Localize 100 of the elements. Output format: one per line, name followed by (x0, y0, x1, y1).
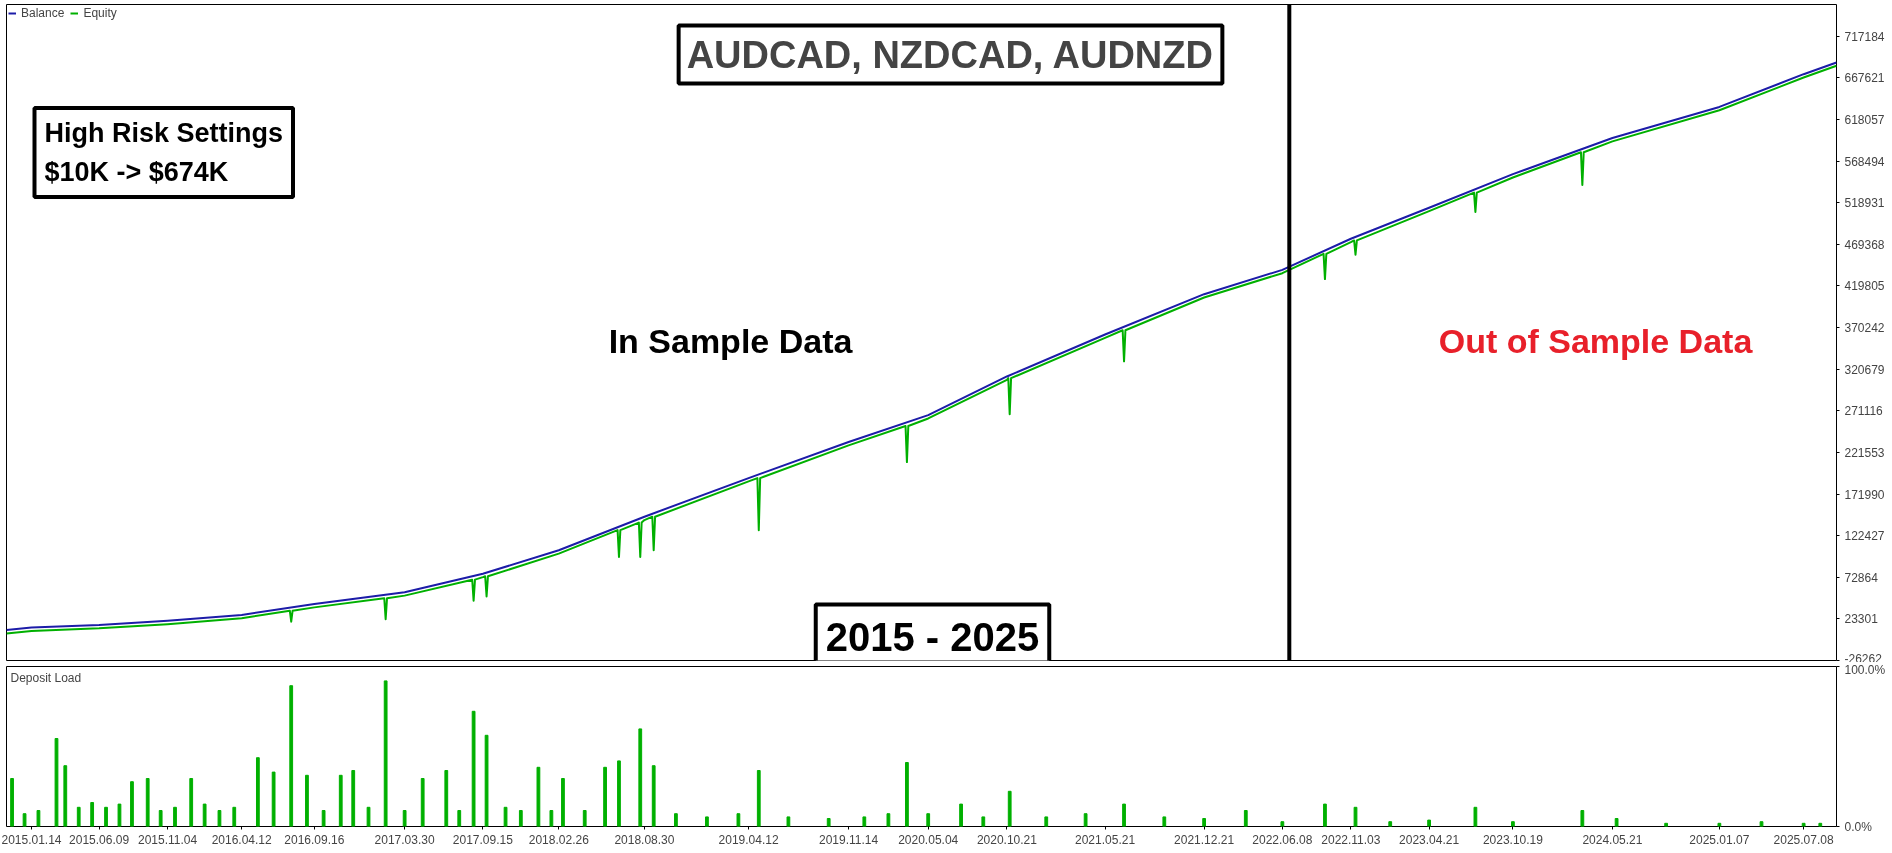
bar (63, 765, 68, 827)
x-tick-label: 2016.04.12 (211, 832, 273, 847)
bar (561, 778, 565, 827)
x-tick-label: 2015.06.09 (69, 832, 130, 847)
x-tick-label: 2019.04.12 (718, 832, 779, 847)
bar (536, 766, 541, 827)
x-tick-label: 2022.06.08 (1252, 832, 1313, 847)
bar (651, 765, 656, 827)
bar (1614, 818, 1619, 827)
bar (549, 810, 554, 827)
y-tick-label: 0.0% (1844, 819, 1873, 834)
bar (383, 680, 388, 827)
bar (255, 757, 260, 827)
y-tick-label: 469368 (1844, 237, 1885, 252)
bar (484, 734, 489, 827)
bar (1243, 810, 1248, 827)
x-tick-label: 2019.11.14 (819, 832, 879, 847)
bar (1717, 822, 1722, 827)
bar (1353, 806, 1358, 827)
x-tick-label: 2020.10.21 (976, 832, 1038, 847)
bar (1664, 822, 1669, 827)
bar (54, 738, 59, 827)
x-tick-label: 2024.05.21 (1582, 832, 1643, 847)
bar (603, 766, 607, 827)
bar (305, 774, 309, 827)
bar (117, 803, 122, 827)
bar (518, 810, 523, 827)
y-tick-label: 320679 (1844, 362, 1885, 377)
x-tick-label: 2015.11.04 (138, 832, 198, 847)
x-tick-label: 2022.11.03 (1321, 832, 1381, 847)
bar (271, 771, 276, 827)
y-tick-label: 271116 (1844, 404, 1884, 419)
bar (1818, 822, 1823, 827)
bar (1801, 822, 1806, 827)
bar (22, 813, 27, 827)
bar (1162, 816, 1167, 827)
y-tick-label: 717184 (1844, 29, 1885, 44)
chart-title: Deposit Load (10, 670, 82, 685)
bar (173, 806, 177, 827)
y-tick-label: 23301 (1844, 612, 1879, 627)
bar (786, 816, 791, 827)
y-tick-label: 568494 (1844, 154, 1885, 169)
bar (145, 778, 150, 827)
bar (826, 818, 831, 827)
bar (36, 810, 41, 827)
x-tick-label: 2023.10.19 (1482, 832, 1544, 847)
bar (1202, 818, 1207, 827)
annotation: Out of Sample Data (1438, 321, 1754, 360)
legend-label: Balance (21, 6, 65, 20)
y-tick-label: 122427 (1844, 529, 1885, 544)
bar (1122, 803, 1126, 827)
bar (1044, 816, 1049, 827)
bar (321, 810, 326, 827)
bar (926, 813, 931, 827)
y-tick-label: 171990 (1844, 487, 1885, 502)
bar (638, 728, 643, 827)
y-tick-label: 72864 (1844, 570, 1879, 585)
x-tick-label: 2015.01.14 (1, 832, 62, 847)
y-tick-label: 618057 (1844, 112, 1885, 127)
bar (1083, 813, 1088, 827)
bar (289, 685, 294, 827)
bar (202, 803, 207, 827)
bar (420, 778, 425, 827)
bar (76, 806, 81, 827)
x-tick-label: 2016.09.16 (284, 832, 345, 847)
y-tick-label: 370242 (1844, 321, 1885, 336)
x-tick-label: 2021.05.21 (1075, 832, 1136, 847)
bar (130, 781, 134, 827)
bar (886, 813, 891, 827)
x-tick-label: 2018.08.30 (614, 832, 675, 847)
bar (1388, 821, 1393, 827)
bar (1280, 821, 1285, 827)
x-tick-label: 2023.04.21 (1399, 832, 1460, 847)
bar (1511, 821, 1515, 827)
bar (338, 774, 343, 827)
bar (981, 816, 986, 827)
annotation: 2015 - 2025 (825, 614, 1040, 659)
bar (189, 778, 194, 827)
y-tick-label: 221553 (1844, 445, 1885, 460)
legend-label: Equity (83, 6, 117, 20)
bar (90, 802, 95, 827)
x-tick-label: 2018.02.26 (528, 832, 590, 847)
bar (232, 806, 237, 827)
x-tick-label: 2017.03.30 (374, 832, 435, 847)
x-tick-label: 2025.01.07 (1689, 832, 1750, 847)
bar (1473, 806, 1478, 827)
bar (674, 813, 678, 827)
bar (862, 816, 867, 827)
bar (217, 810, 222, 827)
bar (1323, 803, 1327, 827)
x-tick-label: 2017.09.15 (452, 832, 514, 847)
bar (1580, 810, 1585, 827)
bar (457, 810, 462, 827)
bar (1427, 819, 1431, 827)
bar (1759, 821, 1764, 827)
annotation: High Risk Settings $10K -> $674K (44, 118, 284, 187)
y-tick-label: 419805 (1844, 279, 1885, 294)
bar (366, 806, 371, 827)
text: AUDCAD, NZDCAD, AUDNZD (686, 33, 1213, 76)
bar (158, 810, 163, 827)
